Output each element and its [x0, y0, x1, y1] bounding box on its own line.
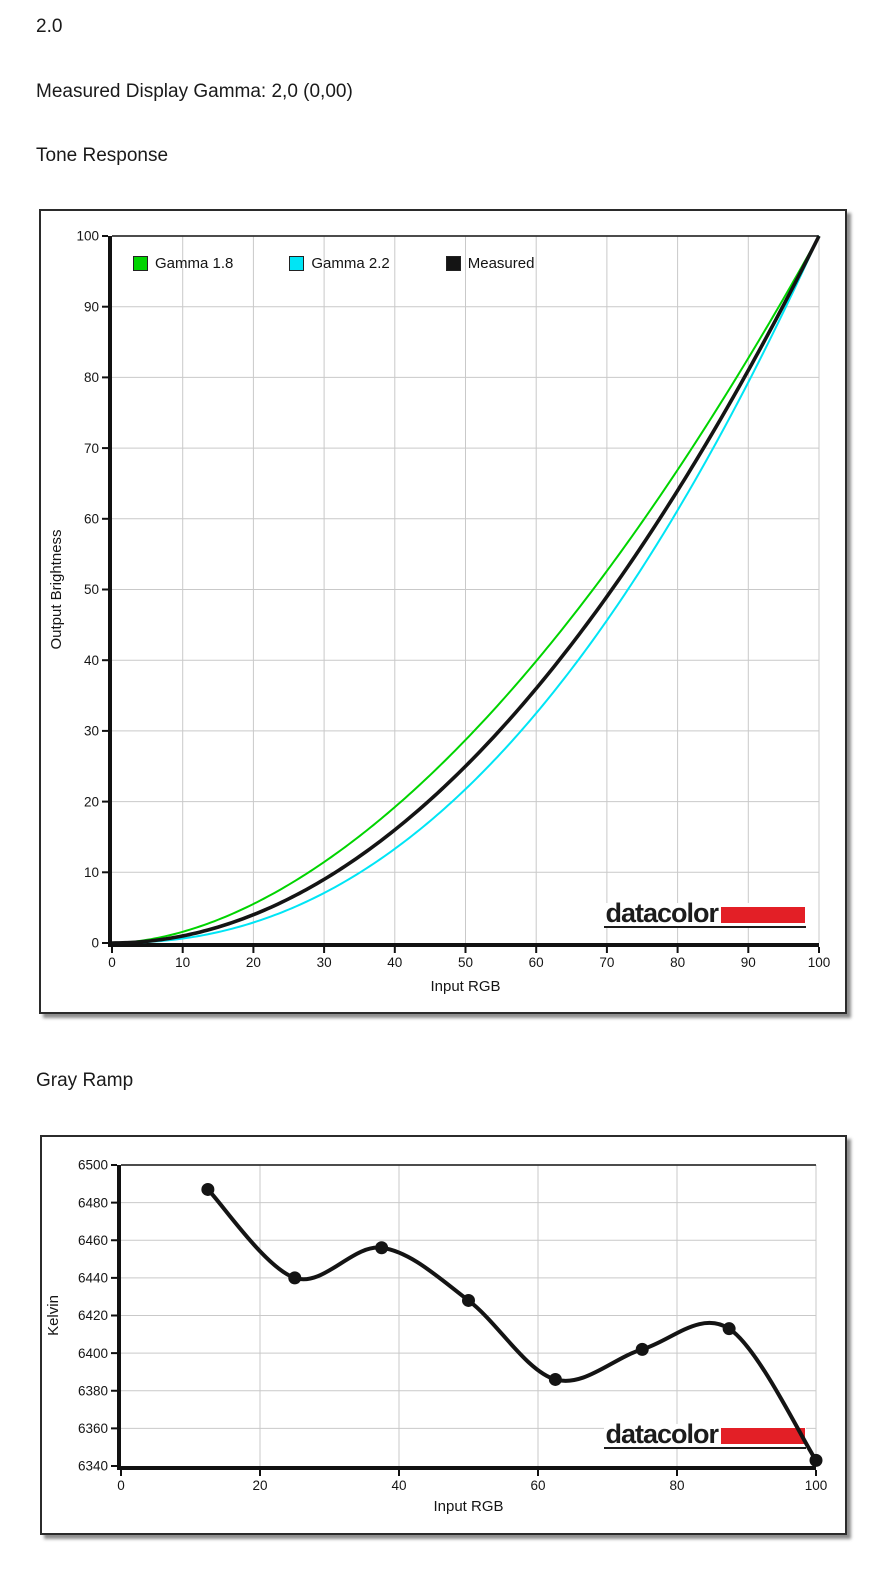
gamma-target-value: 2.0 — [36, 16, 63, 37]
x-axis-title: Input RGB — [433, 1498, 503, 1515]
datacolor-logo-text: datacolor — [605, 1419, 719, 1449]
curve-measured — [111, 235, 821, 945]
legend-item-measured: Measured — [445, 255, 535, 272]
gray-chart-axes: 6340 6360 6380 6400 6420 6440 6460 6480 6500 0 20 4… — [45, 1158, 828, 1515]
x-tick-label: 0 — [117, 1478, 125, 1493]
y-tick-label: 100 — [76, 229, 99, 244]
datacolor-logo: datacolor — [604, 1419, 806, 1449]
gamma-1-8-label: Gamma 1.8 — [155, 255, 234, 272]
x-tick-label: 100 — [808, 955, 831, 970]
x-axis — [108, 943, 819, 947]
x-tick-label: 80 — [670, 955, 685, 970]
gamma-2-2-label: Gamma 2.2 — [311, 255, 390, 272]
datacolor-logo-text: datacolor — [605, 898, 719, 928]
tone-response-heading: Tone Response — [36, 145, 169, 166]
tone-response-chart: 0 10 20 30 40 50 60 70 80 90 100 0 10 20 30 40 50 60 70 80 9… — [39, 209, 847, 1014]
data-point — [288, 1271, 302, 1285]
tone-chart-axes: 0 10 20 30 40 50 60 70 80 90 100 0 10 20 30 40 50 60 70 80 9… — [48, 229, 831, 995]
data-point — [635, 1342, 649, 1356]
legend-item-gamma-1-8: Gamma 1.8 — [133, 255, 233, 272]
tone-chart-curves — [111, 235, 821, 945]
x-tick-label: 60 — [530, 1478, 545, 1493]
y-axis — [108, 236, 112, 947]
y-tick-label: 6340 — [78, 1459, 108, 1474]
x-tick-label: 50 — [458, 955, 473, 970]
measured-swatch — [445, 256, 461, 271]
y-tick-label: 6360 — [78, 1421, 108, 1436]
y-tick-label: 6380 — [78, 1383, 108, 1398]
gray-chart-curve — [201, 1182, 823, 1467]
gamma-1-8-swatch — [133, 256, 148, 271]
x-tick-label: 30 — [317, 955, 332, 970]
measured-label: Measured — [467, 255, 535, 272]
y-tick-label: 6460 — [78, 1233, 108, 1248]
y-axis-title: Kelvin — [45, 1295, 62, 1336]
x-tick-label: 90 — [741, 955, 756, 970]
y-tick-label: 6420 — [78, 1308, 108, 1323]
x-tick-label: 60 — [529, 955, 544, 970]
curve-gamma-2-2 — [111, 235, 820, 944]
y-tick-label: 6400 — [78, 1346, 108, 1361]
x-tick-label: 40 — [391, 1478, 406, 1493]
data-point — [201, 1182, 215, 1196]
y-tick-label: 20 — [84, 794, 99, 809]
y-tick-label: 6440 — [78, 1271, 108, 1286]
gray-ramp-chart: 6340 6360 6380 6400 6420 6440 6460 6480 6500 0 20 4… — [40, 1135, 847, 1535]
y-axis-title: Output Brightness — [48, 529, 65, 649]
y-tick-label: 6500 — [78, 1158, 108, 1173]
y-tick-label: 40 — [84, 653, 99, 668]
x-tick-label: 20 — [252, 1478, 267, 1493]
curve-gamma-1-8 — [111, 235, 820, 944]
y-tick-label: 6480 — [78, 1195, 108, 1210]
legend-item-gamma-2-2: Gamma 2.2 — [289, 255, 390, 272]
x-tick-label: 80 — [669, 1478, 684, 1493]
y-tick-label: 90 — [84, 299, 99, 314]
x-tick-label: 100 — [805, 1478, 828, 1493]
x-axis — [117, 1466, 816, 1470]
tone-chart-legend: Gamma 1.8 Gamma 2.2 Measured — [133, 255, 534, 272]
gamma-2-2-swatch — [289, 256, 305, 271]
y-tick-label: 70 — [84, 441, 99, 456]
y-tick-label: 0 — [91, 936, 99, 951]
data-point — [375, 1241, 389, 1255]
x-tick-label: 10 — [175, 955, 190, 970]
x-tick-label: 40 — [387, 955, 402, 970]
datacolor-logo-red-bar — [721, 907, 805, 923]
data-point — [722, 1322, 736, 1336]
x-axis-title: Input RGB — [430, 978, 500, 995]
x-tick-label: 20 — [246, 955, 261, 970]
y-tick-label: 10 — [84, 865, 99, 880]
y-tick-label: 50 — [84, 582, 99, 597]
data-point — [809, 1453, 823, 1467]
y-axis — [117, 1165, 121, 1470]
x-tick-label: 70 — [599, 955, 614, 970]
measured-gamma-text: Measured Display Gamma: 2,0 (0,00) — [36, 81, 353, 102]
gray-ramp-heading: Gray Ramp — [36, 1070, 134, 1091]
y-tick-label: 80 — [84, 370, 99, 385]
y-tick-label: 60 — [84, 512, 99, 527]
y-tick-label: 30 — [84, 724, 99, 739]
data-point — [462, 1293, 475, 1307]
x-tick-label: 0 — [108, 955, 116, 970]
data-point — [548, 1372, 562, 1386]
datacolor-logo: datacolor — [604, 898, 806, 928]
datacolor-logo-red-bar — [721, 1428, 805, 1444]
